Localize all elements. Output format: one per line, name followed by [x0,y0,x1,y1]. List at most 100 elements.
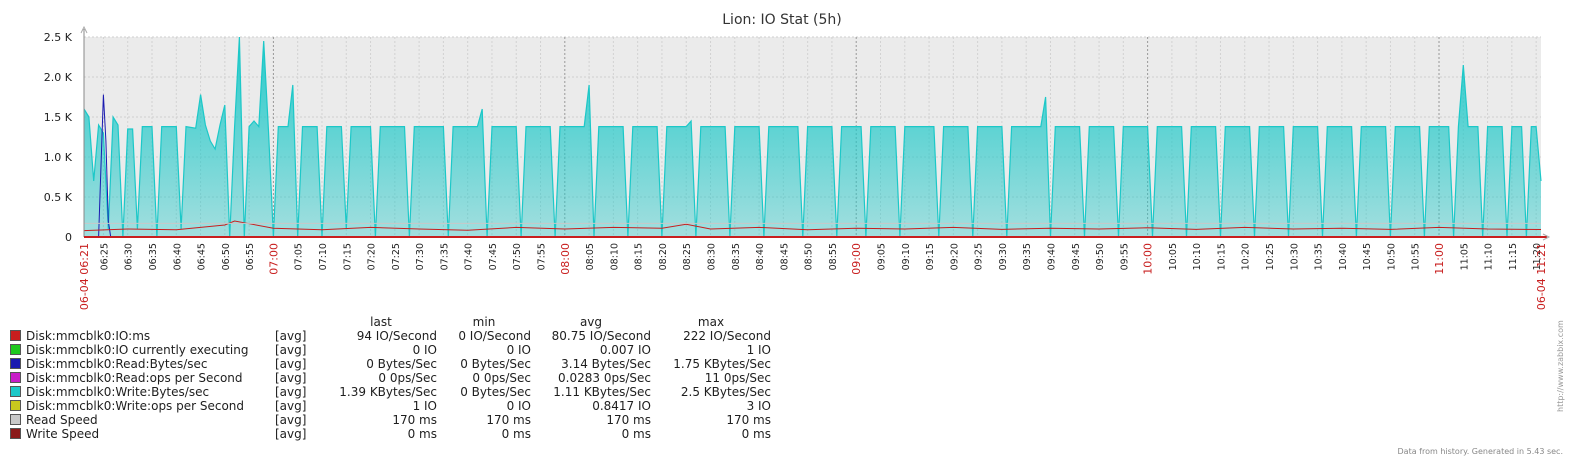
legend-color-swatch [10,386,21,397]
x-tick-label: 06:45 [197,243,208,270]
x-tick-label: 06:55 [245,243,256,270]
legend-item-last: 0 IO [325,343,437,357]
legend-item-name: Disk:mmcblk0:Read:ops per Second [10,371,275,385]
x-tick-label: 10:35 [1314,243,1325,270]
y-tick-label: 2.5 K [44,31,73,44]
x-tick-label: 08:15 [634,243,645,270]
legend-row: Disk:mmcblk0:Write:Bytes/sec [avg] 1.39 KB… [10,385,771,399]
x-tick-label: 10:45 [1362,243,1373,270]
y-tick-label: 0.5 K [44,191,73,204]
series-line-disk-mmcblk0-write-bytes-sec [83,36,1542,238]
x-tick-label: 07:05 [294,243,305,270]
legend-row: Disk:mmcblk0:IO:ms [avg] 94 IO/Second 0 IO/… [10,329,771,343]
legend-item-function-text: [avg] [275,329,307,343]
legend-item-avg: 80.75 IO/Second [531,329,651,343]
legend-item-max: 11 0ps/Sec [651,371,771,385]
legend-item-name: Disk:mmcblk0:IO currently executing [10,343,275,357]
legend-item-min: 0 ms [437,427,531,441]
legend-table: last min avg max Disk:mmcblk0:IO:ms [avg]… [10,315,771,441]
x-tick-label: 10:25 [1265,243,1276,270]
legend-item-avg-text: 80.75 IO/Second [551,329,651,343]
legend-item-name-text: Disk:mmcblk0:Write:Bytes/sec [26,385,210,399]
legend-item-avg: 0.007 IO [531,343,651,357]
legend-color-swatch [10,414,21,425]
x-tick-label: 08:20 [658,243,669,270]
x-start-label: 06-04 06:21 [78,243,91,310]
legend-item-name: Disk:mmcblk0:IO:ms [10,329,275,343]
generation-footer: Data from history. Generated in 5.43 sec… [1397,447,1563,456]
legend-item-function: [avg] [275,357,325,371]
legend-item-name-text: Disk:mmcblk0:IO currently executing [26,343,249,357]
legend-item-avg: 170 ms [531,413,651,427]
x-tick-label: 08:05 [585,243,596,270]
x-tick-label: 09:35 [1022,243,1033,270]
legend-item-last: 1.39 KBytes/Sec [325,385,437,399]
x-tick-label: 07:45 [488,243,499,270]
legend-item-max-text: 1 IO [746,343,771,357]
legend-item-last-text: 0 ms [407,427,437,441]
legend-item-min: 0 Bytes/Sec [437,385,531,399]
legend-item-last: 1 IO [325,399,437,413]
legend-item-max-text: 222 IO/Second [683,329,771,343]
legend-item-last: 170 ms [325,413,437,427]
x-tick-label: 08:00 [559,243,572,275]
legend-item-function-text: [avg] [275,413,307,427]
legend-item-last: 0 0ps/Sec [325,371,437,385]
legend-item-max-text: 11 0ps/Sec [704,371,771,385]
legend-item-avg-text: 3.14 Bytes/Sec [561,357,651,371]
x-tick-label: 11:15 [1508,243,1519,270]
legend-row: Disk:mmcblk0:IO currently executing [avg]… [10,343,771,357]
legend-header-min: min [472,315,496,329]
x-tick-label: 09:30 [998,243,1009,270]
x-end-label: 06-04 11:21 [1535,243,1548,310]
legend-item-avg: 0.8417 IO [531,399,651,413]
x-tick-label: 06:30 [124,243,135,270]
legend-item-last: 0 Bytes/Sec [325,357,437,371]
legend-item-name-text: Disk:mmcblk0:Read:Bytes/sec [26,357,208,371]
x-tick-label: 09:45 [1071,243,1082,270]
x-tick-label: 08:30 [707,243,718,270]
x-tick-label: 08:45 [779,243,790,270]
x-tick-label: 07:30 [415,243,426,270]
legend-item-max: 1.75 KBytes/Sec [651,357,771,371]
x-tick-label: 09:25 [974,243,985,270]
legend-item-function-text: [avg] [275,371,307,385]
legend-item-name-text: Write Speed [26,427,100,441]
x-tick-label: 07:20 [367,243,378,270]
x-tick-label: 09:50 [1095,243,1106,270]
x-tick-label: 09:00 [850,243,863,275]
legend-item-min: 0 Bytes/Sec [437,357,531,371]
legend-item-min-text: 0 IO [506,343,531,357]
legend-item-avg: 0.0283 0ps/Sec [531,371,651,385]
x-axis-arrow [1542,233,1551,241]
legend-item-last: 0 ms [325,427,437,441]
x-tick-label: 10:20 [1241,243,1252,270]
x-tick-label: 10:00 [1142,243,1155,275]
legend-color-swatch [10,358,21,369]
legend-item-max-text: 3 IO [746,399,771,413]
legend-item-name: Disk:mmcblk0:Read:Bytes/sec [10,357,275,371]
legend-item-name-text: Disk:mmcblk0:IO:ms [26,329,151,343]
legend-item-last-text: 1 IO [412,399,437,413]
x-tick-label: 08:40 [755,243,766,270]
legend-color-swatch [10,330,21,341]
legend-item-function: [avg] [275,385,325,399]
legend-item-avg-text: 0.8417 IO [592,399,651,413]
x-tick-label: 10:10 [1192,243,1203,270]
x-tick-label: 07:35 [439,243,450,270]
legend-item-max: 222 IO/Second [651,329,771,343]
x-tick-label: 08:55 [828,243,839,270]
legend-item-last-text: 0 0ps/Sec [378,371,437,385]
legend-item-min-text: 0 IO/Second [458,329,531,343]
legend-item-last-text: 170 ms [392,413,437,427]
legend-item-min: 0 IO [437,399,531,413]
legend-item-name-text: Disk:mmcblk0:Write:ops per Second [26,399,245,413]
legend-item-max-text: 0 ms [741,427,771,441]
x-tick-label: 07:55 [537,243,548,270]
x-tick-label: 09:55 [1119,243,1130,270]
legend-item-max: 1 IO [651,343,771,357]
x-tick-label: 10:40 [1338,243,1349,270]
legend-item-last-text: 0 Bytes/Sec [366,357,437,371]
legend-item-name: Write Speed [10,427,275,441]
legend-item-max-text: 1.75 KBytes/Sec [673,357,771,371]
